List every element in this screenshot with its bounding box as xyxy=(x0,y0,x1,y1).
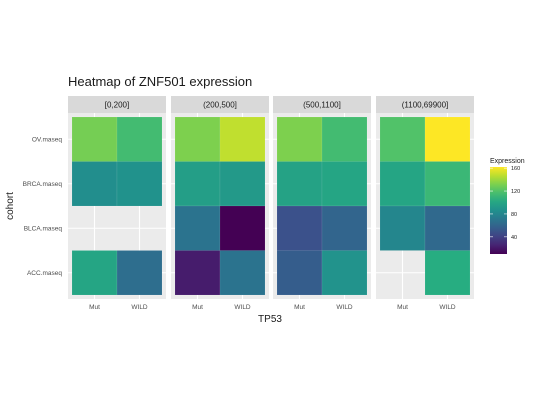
x-tick-label: Mut xyxy=(89,304,100,311)
y-tick-label: BRCA.maseq xyxy=(23,181,63,188)
heatmap-tile xyxy=(174,116,221,162)
facet-strip xyxy=(171,96,269,113)
heatmap-tile xyxy=(276,161,323,207)
facet-label: [0,200] xyxy=(105,101,129,110)
heatmap-tile xyxy=(276,250,323,296)
facet-label: (1100,69900] xyxy=(402,101,449,110)
heatmap-tile xyxy=(116,116,163,162)
heatmap-tile xyxy=(321,116,368,162)
color-legend: Expression 40 80 120 160 xyxy=(490,158,525,254)
heatmap-tile xyxy=(116,250,163,296)
legend-title: Expression xyxy=(490,158,525,165)
legend-colorbar xyxy=(490,167,507,254)
heatmap-tile xyxy=(276,116,323,162)
facet-label: (500,1100] xyxy=(303,101,341,110)
heatmap-tile xyxy=(424,161,471,207)
legend-tick-label: 40 xyxy=(511,235,517,241)
x-tick-label: Mut xyxy=(397,304,408,311)
legend-tick-label: 120 xyxy=(511,189,520,195)
x-tick-label: WILD xyxy=(439,304,456,311)
legend-tick-label: 80 xyxy=(511,212,517,218)
heatmap-tile xyxy=(174,205,221,251)
heatmap-tile xyxy=(424,205,471,251)
facet-label: (200,500] xyxy=(203,101,237,110)
y-tick-label: BLCA.maseq xyxy=(24,226,63,233)
facet-panel: (200,500] Mut WILD xyxy=(171,96,269,311)
heatmap-tile xyxy=(71,250,118,296)
heatmap-tile xyxy=(379,116,426,162)
facet-panel: (1100,69900] Mut WILD xyxy=(376,96,474,311)
heatmap-tile xyxy=(219,116,266,162)
y-tick-label: OV.maseq xyxy=(32,137,62,144)
heatmap-tile xyxy=(174,161,221,207)
heatmap-tile xyxy=(71,116,118,162)
heatmap-tile xyxy=(321,205,368,251)
y-axis-title: cohort xyxy=(5,192,16,220)
facet-strip xyxy=(68,96,166,113)
x-tick-label: WILD xyxy=(234,304,251,311)
heatmap-tile xyxy=(276,205,323,251)
heatmap-tile xyxy=(379,205,426,251)
x-tick-label: WILD xyxy=(336,304,353,311)
heatmap-tile xyxy=(71,161,118,207)
heatmap-tile xyxy=(174,250,221,296)
heatmap-tile xyxy=(219,250,266,296)
x-tick-label: Mut xyxy=(192,304,203,311)
chart-title: Heatmap of ZNF501 expression xyxy=(68,74,252,89)
facet-strip xyxy=(273,96,371,113)
heatmap-tile xyxy=(116,161,163,207)
facet-strip xyxy=(376,96,474,113)
x-axis-title: TP53 xyxy=(258,314,282,325)
x-tick-label: WILD xyxy=(131,304,148,311)
heatmap-tile xyxy=(219,161,266,207)
facet-panel: [0,200] Mut WILD xyxy=(68,96,166,311)
heatmap-tile xyxy=(321,250,368,296)
heatmap-tile xyxy=(424,250,471,296)
facet-panel: (500,1100] Mut WILD xyxy=(273,96,371,311)
y-tick-label: ACC.maseq xyxy=(27,270,62,277)
heatmap-tile xyxy=(424,116,471,162)
facet-panels: [0,200]Mut WILD(200,500]Mut WILD(500,1100]… xyxy=(23,96,474,311)
heatmap-tile xyxy=(379,161,426,207)
legend-tick-label: 160 xyxy=(511,166,520,172)
heatmap-tile xyxy=(321,161,368,207)
x-tick-label: Mut xyxy=(294,304,305,311)
heatmap-tile xyxy=(219,205,266,251)
